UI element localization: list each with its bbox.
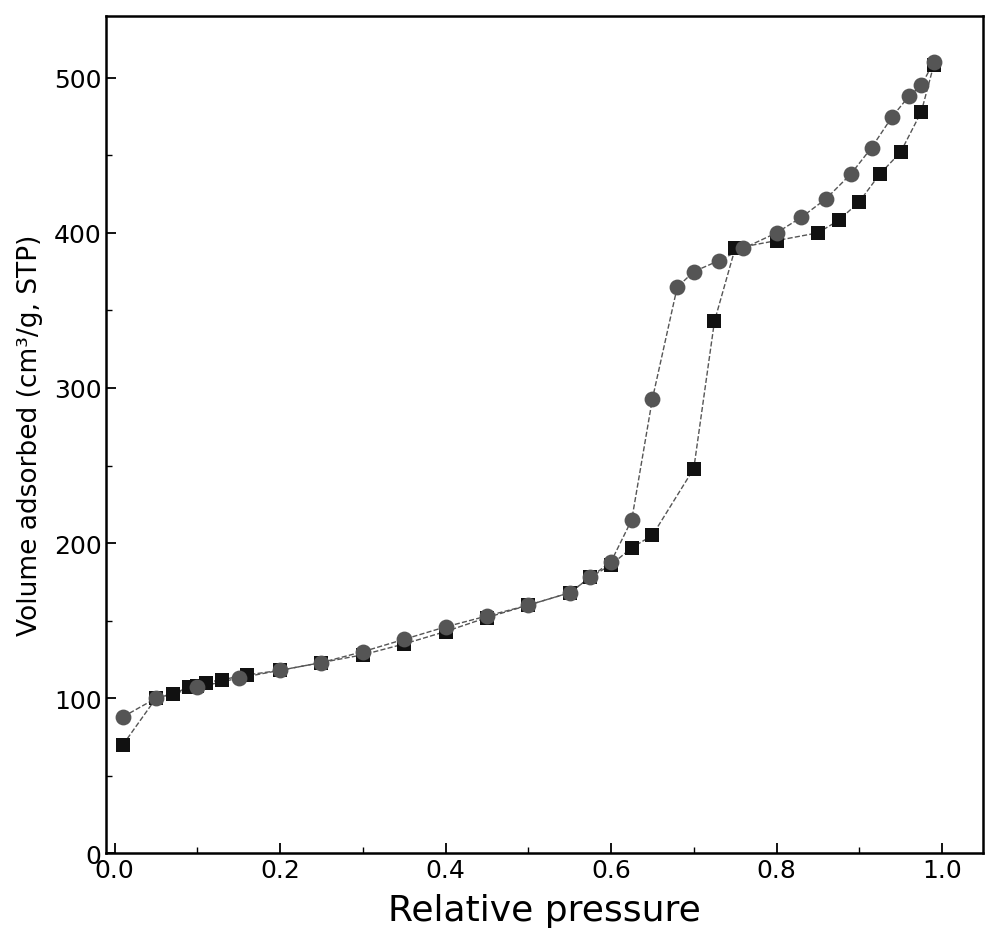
Point — [818, 192, 834, 207]
Point — [727, 242, 743, 257]
Point — [769, 234, 785, 249]
Point — [313, 655, 329, 670]
Point — [793, 211, 809, 226]
Point — [438, 624, 454, 639]
Point — [810, 226, 826, 241]
Point — [706, 314, 722, 329]
Point — [313, 655, 329, 670]
Point — [644, 529, 660, 544]
Point — [181, 680, 197, 695]
Point — [239, 667, 255, 683]
Point — [864, 141, 880, 156]
Point — [913, 79, 929, 94]
Point — [520, 598, 536, 613]
Point — [926, 56, 942, 71]
Point — [562, 585, 578, 600]
Point — [231, 671, 247, 686]
X-axis label: Relative pressure: Relative pressure — [388, 893, 701, 927]
Point — [582, 570, 598, 585]
Point — [189, 680, 205, 695]
Point — [893, 145, 909, 160]
Point — [913, 105, 929, 120]
Point — [562, 585, 578, 600]
Point — [843, 167, 859, 182]
Point — [355, 645, 371, 660]
Point — [165, 686, 181, 701]
Point — [272, 663, 288, 678]
Point — [214, 672, 230, 687]
Point — [198, 676, 214, 691]
Point — [148, 691, 164, 706]
Point — [603, 554, 619, 569]
Point — [148, 691, 164, 706]
Point — [520, 598, 536, 613]
Point — [686, 264, 702, 279]
Y-axis label: Volume adsorbed (cm³/g, STP): Volume adsorbed (cm³/g, STP) — [17, 234, 43, 635]
Point — [686, 462, 702, 477]
Point — [644, 392, 660, 407]
Point — [438, 619, 454, 634]
Point — [272, 663, 288, 678]
Point — [901, 90, 917, 105]
Point — [582, 570, 598, 585]
Point — [479, 609, 495, 624]
Point — [355, 648, 371, 663]
Point — [884, 110, 900, 125]
Point — [711, 254, 727, 269]
Point — [926, 59, 942, 74]
Point — [479, 611, 495, 626]
Point — [735, 242, 751, 257]
Point — [769, 226, 785, 241]
Point — [115, 710, 131, 725]
Point — [669, 280, 685, 295]
Point — [189, 679, 205, 694]
Point — [603, 558, 619, 573]
Point — [396, 632, 412, 648]
Point — [624, 513, 640, 528]
Point — [831, 213, 847, 228]
Point — [851, 195, 867, 211]
Point — [872, 167, 888, 182]
Point — [396, 636, 412, 651]
Point — [115, 737, 131, 752]
Point — [624, 541, 640, 556]
